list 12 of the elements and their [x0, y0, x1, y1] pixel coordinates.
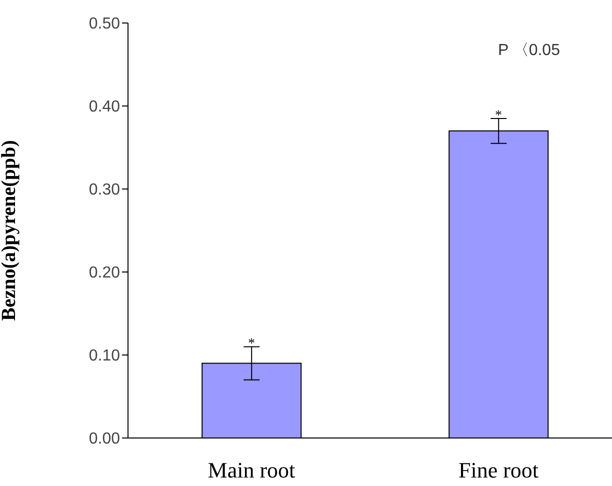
annotation: *: [248, 336, 255, 352]
annotation: P 〈0.05: [498, 41, 560, 61]
y-tick-label: 0.10: [88, 348, 120, 365]
y-tick-label: 0.40: [88, 98, 120, 116]
annotation: *: [495, 108, 502, 124]
y-tick-label: 0.20: [88, 264, 120, 282]
y-tick-label: 0.30: [88, 182, 120, 199]
y-tick-label: 0.50: [88, 16, 120, 33]
x-tick-label: Main root: [208, 458, 296, 483]
x-tick-label: Fine root: [458, 458, 539, 483]
y-axis-title: Bezno(a)pyrene(ppb): [0, 140, 20, 321]
y-tick-label: 0.00: [88, 430, 120, 448]
